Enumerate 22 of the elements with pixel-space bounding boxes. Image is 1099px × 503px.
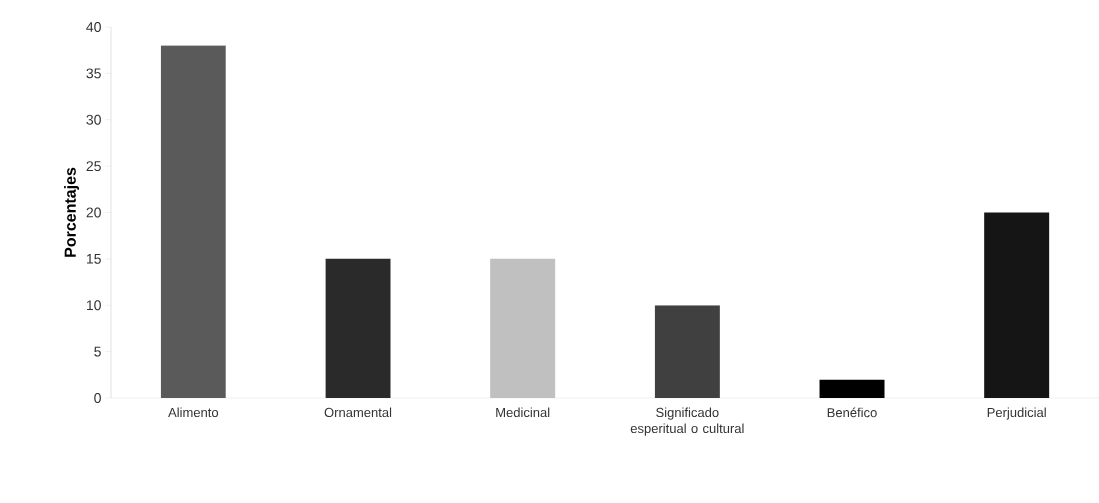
y-axis-title: Porcentajes [64,167,80,257]
x-tick-label: Benéfico [827,407,877,418]
x-tick-label: Medicinal [496,407,550,418]
y-tick-label: 35 [86,68,101,79]
bar [325,258,391,398]
y-tick-label: 10 [86,300,101,311]
y-tick-label: 20 [86,207,101,218]
x-tick-label: Alimento [168,407,219,418]
bar [160,45,226,398]
y-tick-label: 25 [86,161,101,172]
y-tick-label: 0 [94,393,101,403]
bar [654,305,720,398]
bar [490,258,556,398]
bar [984,212,1050,398]
y-tick-label: 30 [86,114,101,125]
x-tick-label: Perjudicial [987,407,1046,420]
bar [819,379,885,398]
y-tick-label: 15 [86,253,101,264]
y-tick-label: 5 [94,346,101,357]
x-tick-label: Ornamental [324,407,392,418]
x-tick-label: Significado esperitual o cultural [630,407,744,436]
y-tick-label: 40 [86,22,101,32]
